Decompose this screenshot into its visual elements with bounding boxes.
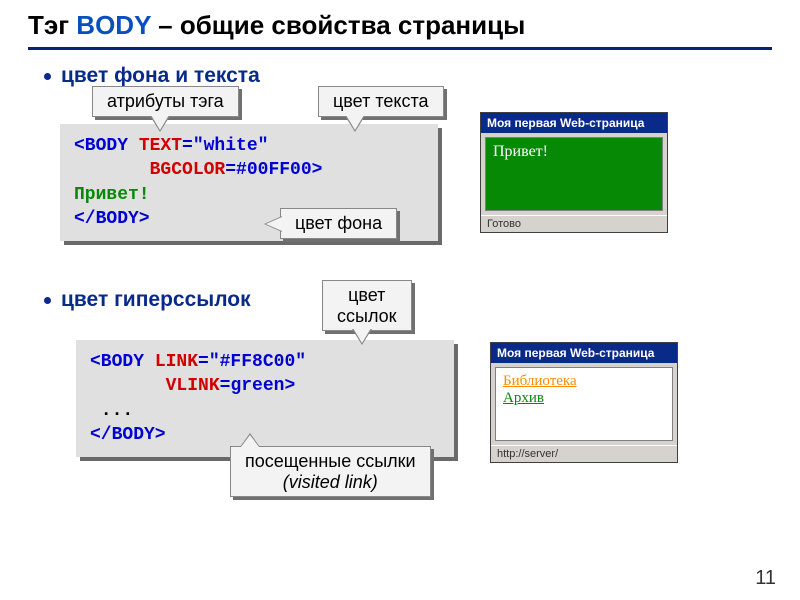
title-tag: BODY — [76, 10, 151, 40]
section2-header-text: цвет гиперссылок — [61, 288, 251, 312]
callout-attributes: атрибуты тэга — [92, 86, 239, 117]
callout-link-color: цвет ссылок — [322, 280, 412, 331]
browser-viewport: Привет! — [485, 137, 663, 211]
title-rule — [28, 47, 772, 50]
title-suffix: – общие свойства страницы — [151, 10, 525, 40]
browser-statusbar: http://server/ — [491, 445, 677, 462]
preview-vlink: Архив — [503, 390, 544, 406]
preview-text: Привет! — [493, 143, 548, 160]
codebox-2: <BODY LINK="#FF8C00" VLINK=green> ... </… — [76, 340, 454, 457]
callout-text-color: цвет текста — [318, 86, 444, 117]
browser-preview-1: Моя первая Web-страница Привет! Готово — [480, 112, 668, 233]
callout-tail-icon — [240, 433, 260, 447]
callout-visited-link: посещенные ссылки (visited link) — [230, 446, 431, 497]
page-number: 11 — [755, 567, 776, 590]
browser-preview-2: Моя первая Web-страница Библиотека Архив… — [490, 342, 678, 463]
callout-bg-color: цвет фона — [280, 208, 397, 239]
section1-header-text: цвет фона и текста — [61, 64, 260, 88]
browser-viewport: Библиотека Архив — [495, 367, 673, 441]
callout-tail-icon — [345, 116, 365, 132]
slide-title: Тэг BODY – общие свойства страницы — [0, 0, 800, 45]
section1-header: цвет фона и текста — [44, 64, 800, 88]
preview-link: Библиотека — [503, 373, 577, 389]
callout-tail-icon — [352, 329, 372, 345]
bullet-icon — [44, 297, 51, 304]
title-prefix: Тэг — [28, 10, 76, 40]
bullet-icon — [44, 73, 51, 80]
browser-titlebar: Моя первая Web-страница — [491, 343, 677, 363]
browser-titlebar: Моя первая Web-страница — [481, 113, 667, 133]
callout-tail-icon — [150, 116, 170, 132]
browser-statusbar: Готово — [481, 215, 667, 232]
callout-tail-icon — [264, 216, 282, 232]
section2-header: цвет гиперссылок — [44, 288, 800, 312]
